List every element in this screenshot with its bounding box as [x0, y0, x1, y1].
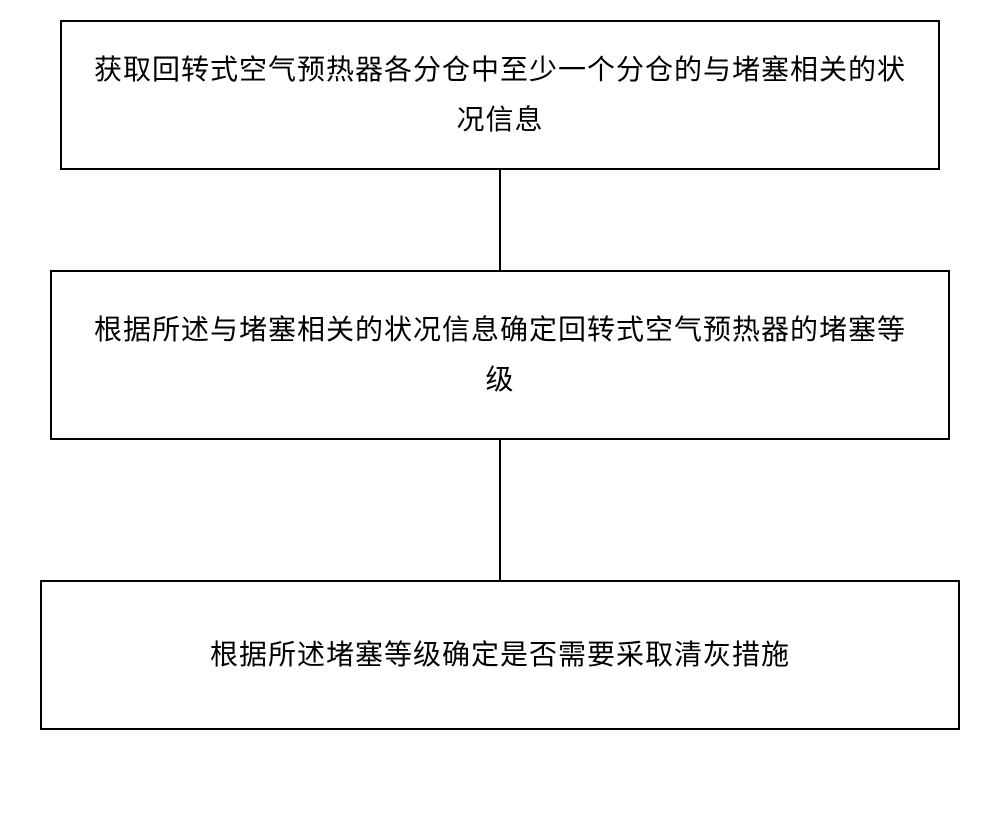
step-1-text: 获取回转式空气预热器各分仓中至少一个分仓的与堵塞相关的状况信息 [92, 45, 908, 146]
connector-2-3 [499, 440, 501, 580]
connector-1-2 [499, 170, 501, 270]
flowchart-step-3: 根据所述堵塞等级确定是否需要采取清灰措施 [40, 580, 960, 730]
step-3-text: 根据所述堵塞等级确定是否需要采取清灰措施 [210, 630, 790, 680]
flowchart-step-1: 获取回转式空气预热器各分仓中至少一个分仓的与堵塞相关的状况信息 [60, 20, 940, 170]
step-2-text: 根据所述与堵塞相关的状况信息确定回转式空气预热器的堵塞等级 [82, 305, 918, 406]
flowchart-step-2: 根据所述与堵塞相关的状况信息确定回转式空气预热器的堵塞等级 [50, 270, 950, 440]
